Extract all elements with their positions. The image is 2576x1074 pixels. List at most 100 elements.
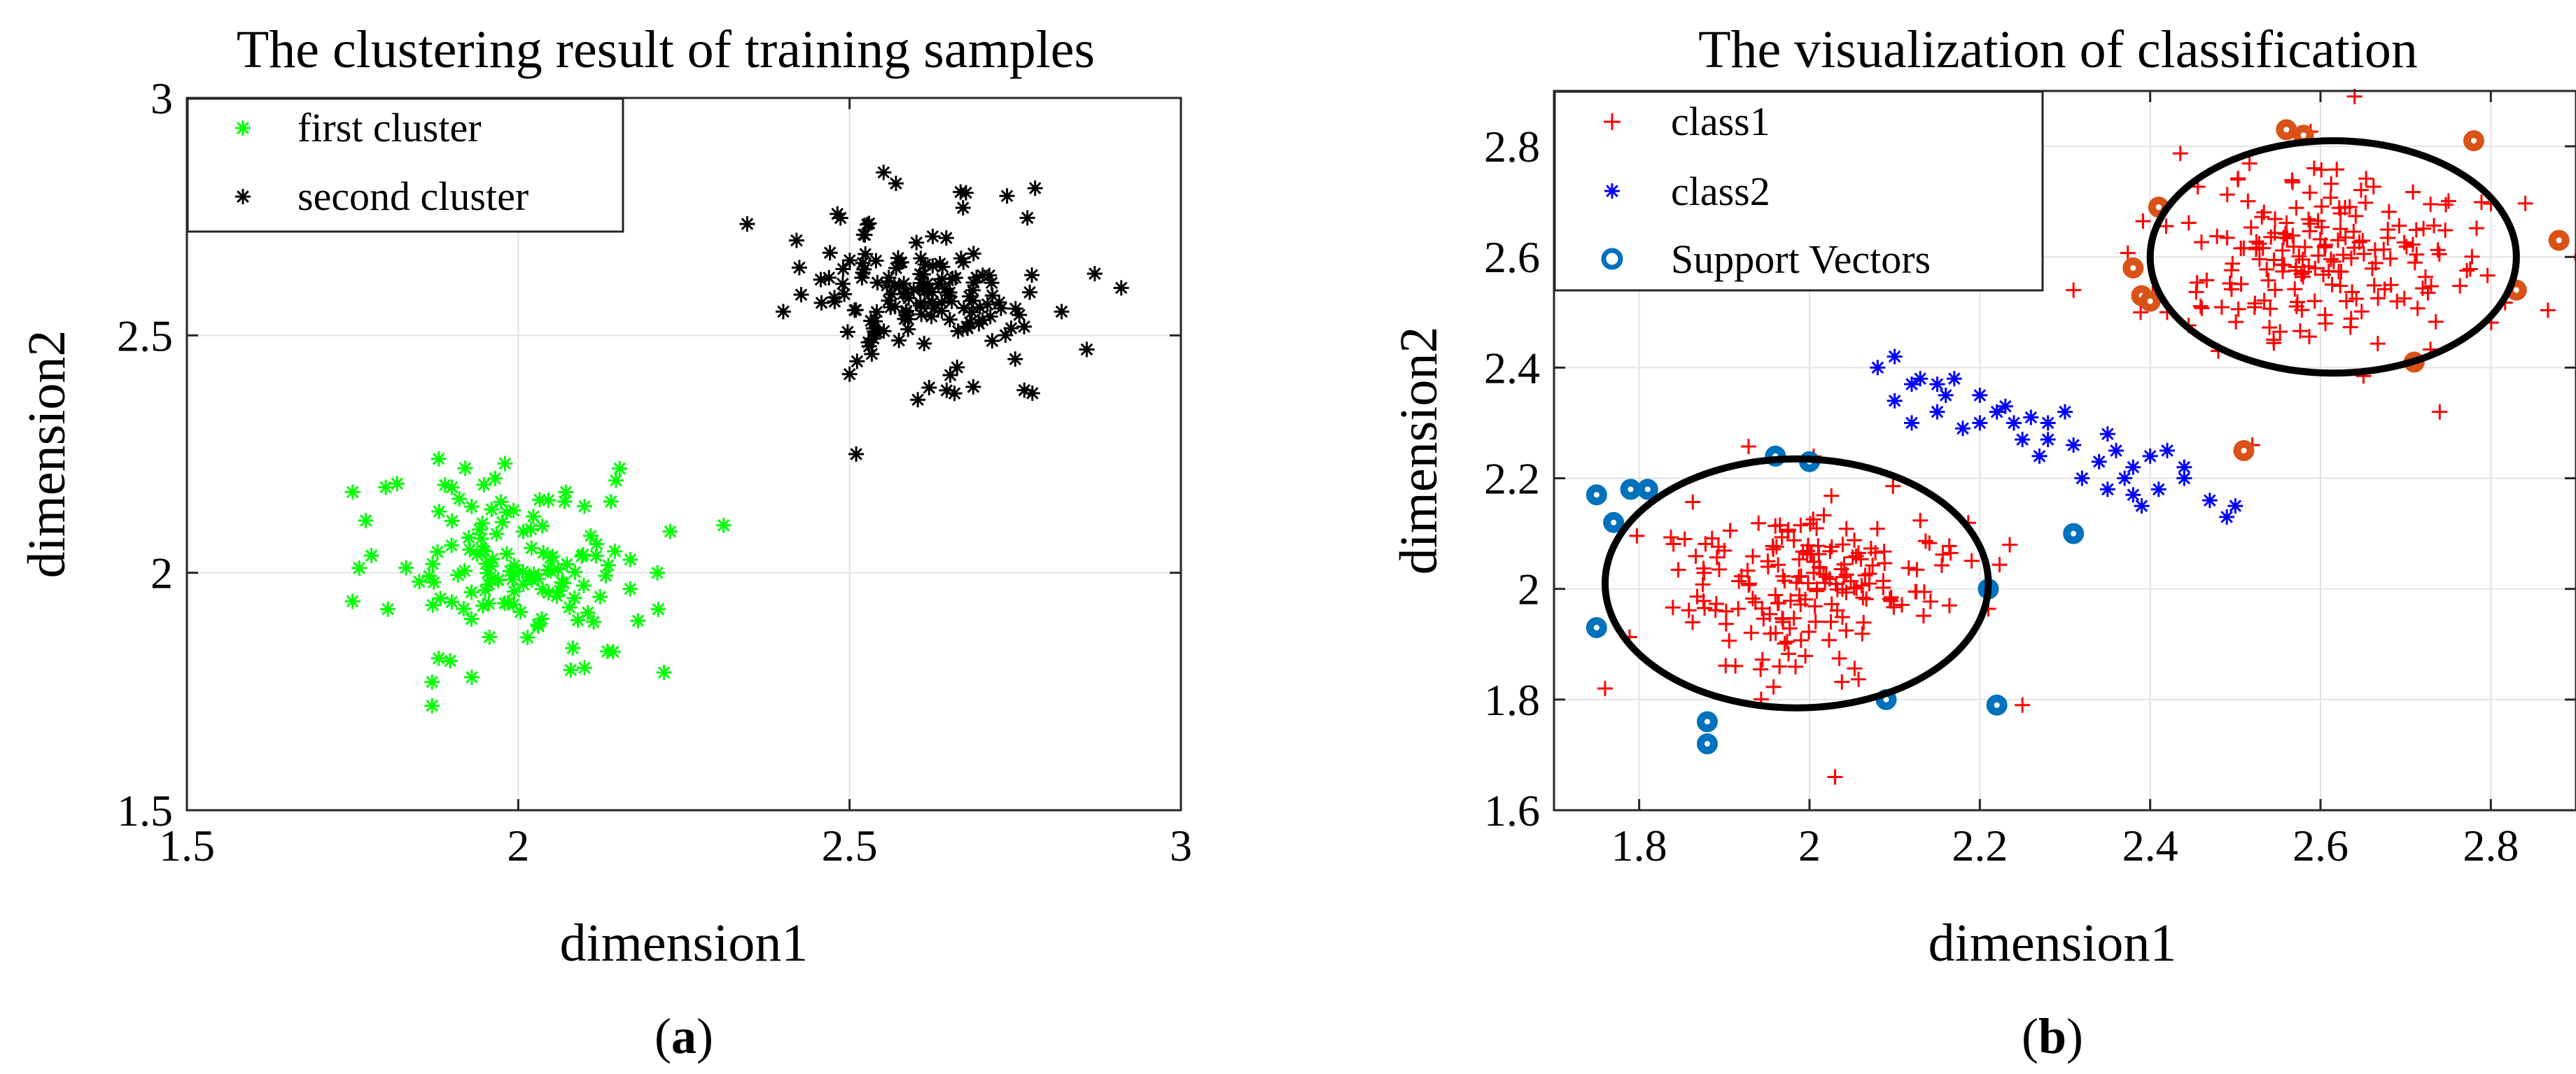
second-cluster-point: [997, 327, 1014, 344]
first-cluster-point-stroke: [453, 493, 466, 505]
class1-point: [2462, 261, 2478, 277]
class1-point: [1798, 591, 1814, 607]
class1-point: [2440, 193, 2456, 209]
class2-point-stroke: [2118, 472, 2132, 485]
first-cluster-point: [344, 484, 360, 500]
class1-point: [2344, 250, 2360, 267]
second-cluster-point-stroke: [951, 361, 964, 374]
class2-point: [1912, 371, 1928, 387]
y-tick-label: 2.4: [1484, 343, 1540, 393]
second-cluster-point-stroke: [844, 254, 856, 267]
y-tick-label: 2.2: [1484, 454, 1540, 504]
second-cluster-point: [849, 353, 865, 369]
second-cluster-point-stroke: [858, 228, 872, 241]
class1-point: [1838, 584, 1854, 600]
first-cluster-point-stroke: [413, 575, 426, 588]
legend-marker-second-cluster-glyph-stroke: [237, 190, 249, 203]
chart-b: The visualization of classification 1.8 2…: [1390, 20, 2576, 1064]
first-cluster-point: [484, 551, 500, 567]
first-cluster-point-stroke: [537, 546, 550, 559]
class1-point: [2380, 230, 2396, 246]
class1-point: [2286, 239, 2302, 255]
second-cluster-point: [848, 446, 864, 462]
class2-point: [2099, 426, 2115, 442]
first-cluster-point-stroke: [531, 572, 545, 586]
chart-a-panel-label: (a): [654, 1008, 713, 1064]
support-vector-point-dot: [1704, 719, 1710, 725]
class1-point: [2323, 176, 2339, 192]
class1-point: [1800, 575, 1816, 591]
first-cluster-point: [515, 523, 531, 539]
first-cluster-point: [577, 498, 592, 514]
class2-point: [2023, 409, 2039, 425]
first-cluster-point: [506, 558, 522, 574]
class1-point: [1775, 614, 1791, 630]
class1-point: [2414, 281, 2430, 297]
class1-point: [1883, 589, 1899, 605]
chart-a-points: [344, 164, 1129, 714]
chart-b-ticks: 1.8 2 2.2 2.4 2.6 2.8 1.6 1.8 2 2.2 2.4 2.6 2.8: [1484, 91, 2576, 870]
first-cluster-point-stroke: [581, 606, 594, 619]
class1-point: [1853, 551, 1869, 567]
class1-point: [2251, 251, 2267, 267]
first-cluster-point-stroke: [475, 532, 488, 545]
class1-point: [2180, 215, 2197, 231]
class1-point: [2066, 282, 2082, 298]
class1-point: [2323, 251, 2339, 267]
first-cluster-point: [567, 564, 583, 580]
x-tick-label: 2.6: [2292, 821, 2348, 870]
first-cluster-point-stroke: [506, 573, 519, 586]
second-cluster-point-stroke: [867, 322, 880, 335]
class1-point: [2342, 319, 2358, 335]
second-cluster-point-stroke: [1009, 302, 1022, 315]
first-cluster-point: [389, 476, 405, 492]
class1-point: [2417, 269, 2433, 285]
class2-point-stroke: [2033, 450, 2046, 462]
class1-point: [2230, 171, 2246, 187]
class2-point: [2160, 443, 2175, 458]
class1-point: [1704, 530, 1720, 546]
class2-point: [2219, 509, 2235, 525]
second-cluster-point-stroke: [1080, 343, 1093, 356]
second-cluster-point: [924, 295, 940, 311]
class1-point: [1857, 567, 1873, 584]
class1-point: [2120, 245, 2136, 261]
chart-a-panel-letter: a: [671, 1008, 696, 1064]
second-cluster-point: [965, 246, 981, 262]
class1-point: [1802, 516, 1818, 532]
class1-point: [1740, 439, 1756, 455]
class1-point: [2370, 290, 2386, 306]
class1-point: [2330, 232, 2346, 248]
first-cluster-point-stroke: [577, 548, 589, 561]
second-cluster-point-stroke: [815, 296, 828, 309]
second-cluster-point-stroke: [877, 166, 890, 179]
class1-point: [1822, 543, 1838, 559]
first-cluster-point: [577, 660, 592, 676]
second-cluster-point: [960, 320, 976, 337]
class1-point: [2306, 293, 2323, 309]
first-cluster-point: [586, 614, 602, 630]
second-cluster-point-stroke: [890, 177, 902, 190]
first-cluster-point-stroke: [590, 537, 603, 551]
class1-point: [1754, 651, 1770, 667]
first-cluster-point: [607, 543, 623, 559]
class1-point: [2172, 146, 2188, 162]
class1-point: [2332, 221, 2348, 237]
first-cluster-point: [612, 460, 628, 476]
second-cluster-point-stroke: [926, 230, 939, 243]
second-cluster-point: [861, 215, 877, 232]
class1-point: [1763, 626, 1779, 642]
support-vector-point-dot: [1644, 486, 1651, 493]
first-cluster-point: [534, 611, 550, 627]
class2-point-stroke: [2203, 494, 2216, 507]
class2-point-stroke: [1888, 394, 1901, 407]
class1-point: [2302, 215, 2318, 232]
class1-point: [2247, 295, 2263, 311]
chart-b-ylabel: dimension2: [1390, 327, 1448, 575]
class1-point: [1665, 600, 1681, 616]
second-cluster-point-stroke: [915, 308, 928, 321]
class2-point: [2202, 493, 2218, 509]
class1-point: [2233, 240, 2249, 256]
first-cluster-point: [536, 545, 552, 561]
second-cluster-point: [841, 253, 858, 269]
